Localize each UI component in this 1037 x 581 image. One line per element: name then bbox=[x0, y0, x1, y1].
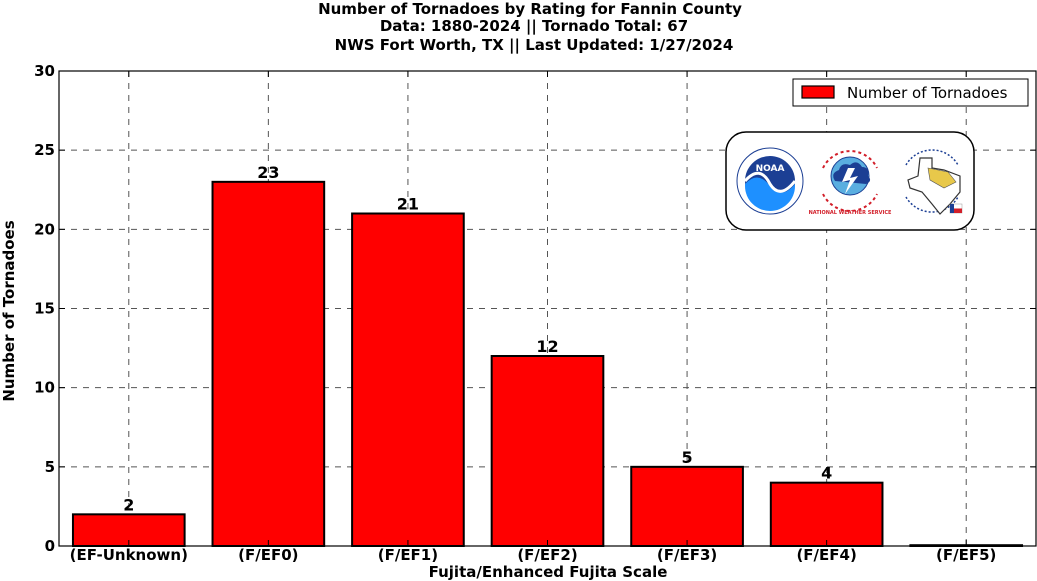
logo-panel: NOAA NATIONAL WEATHER SERVICE bbox=[725, 131, 975, 231]
x-tick-label-3: (F/EF2) bbox=[517, 546, 577, 564]
bar-value-label-0: 2 bbox=[123, 495, 134, 514]
bars bbox=[71, 180, 1024, 548]
plot-frame bbox=[58, 70, 1037, 547]
legend-swatch bbox=[801, 85, 835, 99]
bar-3 bbox=[490, 355, 605, 547]
x-tick-label-2: (F/EF1) bbox=[378, 546, 438, 564]
legend-label: Number of Tornadoes bbox=[847, 84, 1008, 102]
y-axis-title: Number of Tornadoes bbox=[0, 220, 18, 401]
x-tick-label-6: (F/EF5) bbox=[936, 546, 996, 564]
bar-5 bbox=[769, 481, 884, 547]
noaa-logo-icon: NOAA bbox=[736, 147, 804, 215]
y-tick-label-6: 30 bbox=[34, 62, 55, 80]
nws-logo-text: NATIONAL WEATHER SERVICE bbox=[809, 210, 892, 216]
y-tick-label-2: 10 bbox=[34, 379, 55, 397]
x-tick-label-5: (F/EF4) bbox=[796, 546, 856, 564]
bar-value-label-2: 21 bbox=[397, 195, 419, 214]
y-tick-label-5: 25 bbox=[34, 141, 55, 159]
data-labels: 2 23 21 12 5 4 bbox=[123, 163, 832, 515]
chart-title-line-1: Number of Tornadoes by Rating for Fannin… bbox=[318, 0, 742, 18]
chart-title-line-3: NWS Fort Worth, TX || Last Updated: 1/27… bbox=[335, 36, 734, 55]
x-tick-label-1: (F/EF0) bbox=[238, 546, 298, 564]
noaa-logo-text: NOAA bbox=[756, 164, 785, 174]
x-tick-label-0: (EF-Unknown) bbox=[70, 546, 188, 564]
bar-value-label-3: 12 bbox=[536, 337, 558, 356]
bar-value-label-5: 4 bbox=[821, 464, 832, 483]
x-tick-label-4: (F/EF3) bbox=[657, 546, 717, 564]
y-tick-label-0: 0 bbox=[45, 537, 55, 555]
texas-seal-icon bbox=[898, 147, 966, 215]
bar-1 bbox=[211, 180, 326, 547]
y-tick-label-4: 20 bbox=[34, 220, 55, 238]
bar-4 bbox=[630, 465, 744, 548]
y-tick-label-3: 15 bbox=[34, 300, 55, 318]
bar-value-label-4: 5 bbox=[682, 448, 693, 467]
nws-logo-icon: NATIONAL WEATHER SERVICE bbox=[809, 148, 892, 216]
y-tick-label-1: 5 bbox=[45, 458, 55, 476]
bar-value-label-1: 23 bbox=[257, 163, 279, 182]
x-axis-title: Fujita/Enhanced Fujita Scale bbox=[429, 563, 668, 581]
x-axis-ticks: (EF-Unknown) (F/EF0) (F/EF1) (F/EF2) (F/EF3)… bbox=[70, 71, 996, 564]
bar-2 bbox=[351, 212, 465, 547]
legend: Number of Tornadoes bbox=[792, 78, 1029, 107]
chart-title-line-2: Data: 1880-2024 || Tornado Total: 67 bbox=[380, 17, 688, 36]
